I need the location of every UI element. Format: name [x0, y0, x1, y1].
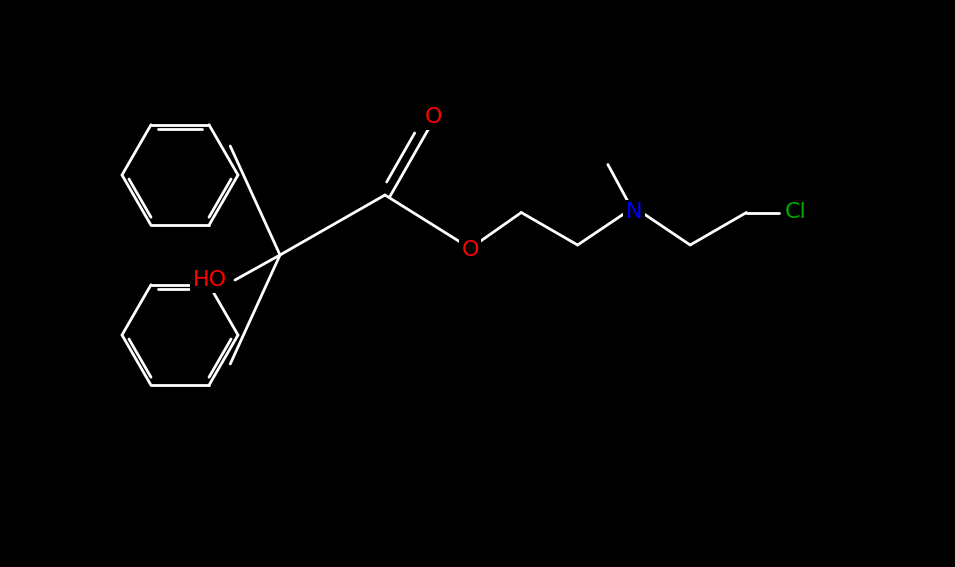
Text: N: N [626, 202, 642, 222]
Text: O: O [424, 107, 442, 127]
Text: O: O [461, 240, 478, 260]
Text: HO: HO [193, 270, 227, 290]
Text: Cl: Cl [785, 202, 806, 222]
